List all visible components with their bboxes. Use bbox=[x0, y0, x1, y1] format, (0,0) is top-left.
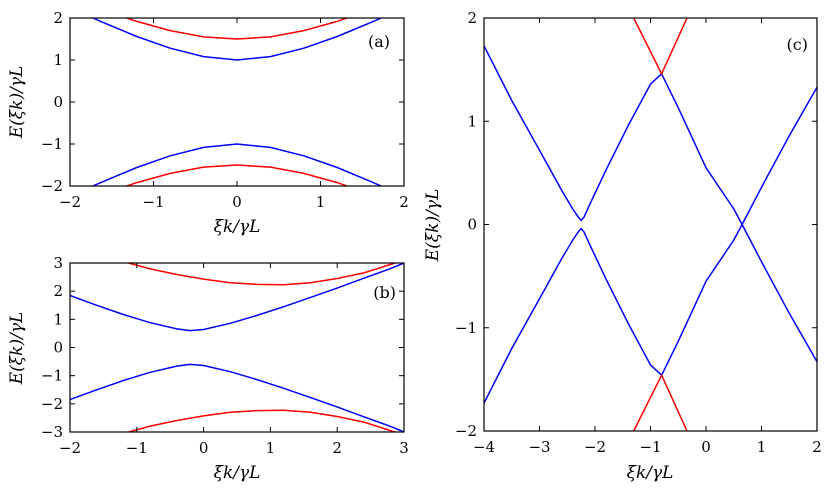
panel-a-xtick-label: −2 bbox=[59, 193, 81, 211]
panel-a-ytick-label: −2 bbox=[41, 177, 63, 195]
panel-c-ytick-label: −2 bbox=[455, 422, 477, 440]
panel-b-curve-2 bbox=[70, 363, 404, 432]
panel-b-tag: (b) bbox=[373, 283, 396, 302]
panel-c-xtick-label: 1 bbox=[757, 438, 767, 456]
panel-c-curve-0 bbox=[484, 45, 663, 222]
panel-c-ticks: −4 −3 −2 −1 0 1 2 −2 −1 0 1 2 bbox=[455, 9, 822, 456]
panel-b-ytick-label: 1 bbox=[53, 310, 63, 328]
panel-b-xtick-label: 3 bbox=[399, 439, 409, 457]
panel-a-xlabel: ξk/γL bbox=[214, 217, 261, 237]
panel-a-frame bbox=[69, 17, 405, 187]
panel-c-ytick-label: 0 bbox=[467, 216, 477, 234]
panel-b-curve-3 bbox=[125, 409, 398, 432]
panel-b-ylabel: E(ξk)/γL bbox=[7, 312, 27, 386]
panel-c-xtick-label: 2 bbox=[812, 438, 822, 456]
panel-b-curve-1 bbox=[70, 263, 404, 332]
panel-b-frame bbox=[69, 262, 405, 433]
panel-b-xtick-label: 2 bbox=[332, 439, 342, 457]
panel-c-ytick-label: 1 bbox=[467, 112, 477, 130]
panel-a-ticks: −2 −1 0 1 2 −2 −1 0 1 2 bbox=[41, 9, 409, 211]
panel-b-xtick-label: 1 bbox=[266, 439, 276, 457]
panel-b-xtick-label: 0 bbox=[199, 439, 209, 457]
panel-c-ytick-label: −1 bbox=[455, 319, 477, 337]
panel-a-curve-2 bbox=[91, 143, 383, 186]
panel-c-frame bbox=[483, 17, 818, 432]
panel-c-curves bbox=[484, 18, 817, 431]
panel-b-xtick-label: −1 bbox=[126, 439, 148, 457]
panel-c-ytick-label: 2 bbox=[467, 9, 477, 27]
panel-a-curve-0 bbox=[124, 18, 350, 40]
panel-a-ytick-label: 2 bbox=[53, 9, 63, 27]
panel-a-xtick-label: 2 bbox=[399, 193, 409, 211]
panel-a-ytick-label: 0 bbox=[53, 93, 63, 111]
panel-c-xtick-label: 0 bbox=[701, 438, 711, 456]
panel-c-curve-2 bbox=[741, 86, 817, 225]
panel-c-ylabel: E(ξk)/γL bbox=[423, 189, 443, 263]
panel-c-xtick-label: −4 bbox=[473, 438, 495, 456]
panel-b-xlabel: ξk/γL bbox=[214, 463, 261, 483]
panel-c-xtick-label: −1 bbox=[639, 438, 661, 456]
panel-a-tag: (a) bbox=[368, 32, 390, 51]
panel-c-tag: (c) bbox=[787, 35, 808, 54]
panel-a-curve-3 bbox=[124, 164, 350, 186]
panel-a-curves bbox=[91, 18, 383, 186]
panel-b-xtick-label: −2 bbox=[59, 439, 81, 457]
panel-c-xtick-label: −3 bbox=[528, 438, 550, 456]
panel-c-curve-5 bbox=[741, 224, 817, 363]
panel-b-ytick-label: 2 bbox=[53, 282, 63, 300]
panel-c-xtick-label: −2 bbox=[584, 438, 606, 456]
panel-b-ytick-label: −2 bbox=[41, 395, 63, 413]
panel-b-curve-0 bbox=[125, 263, 398, 286]
panel-a-ylabel: E(ξk)/γL bbox=[7, 66, 27, 140]
panel-b-ytick-label: 3 bbox=[53, 254, 63, 272]
panel-c: −4 −3 −2 −1 0 1 2 −2 −1 0 1 2 (c) ξk/γL E(ξk)/γL bbox=[423, 9, 822, 483]
panel-c-curve-6 bbox=[632, 18, 688, 75]
panel-c-curve-4 bbox=[660, 224, 743, 376]
panel-b-ytick-label: −1 bbox=[41, 367, 63, 385]
panel-b-curves bbox=[70, 263, 404, 432]
panel-c-curve-1 bbox=[660, 73, 743, 225]
panel-a-xtick-label: 0 bbox=[232, 193, 242, 211]
panel-a-curve-1 bbox=[91, 18, 383, 61]
panel-c-xlabel: ξk/γL bbox=[627, 463, 674, 483]
panel-a-ytick-label: −1 bbox=[41, 135, 63, 153]
panel-b-ytick-label: −3 bbox=[41, 423, 63, 441]
panel-a-ytick-label: 1 bbox=[53, 51, 63, 69]
panel-b-ytick-label: 0 bbox=[53, 339, 63, 357]
panel-a: −2 −1 0 1 2 −2 −1 0 1 2 (a) ξk/γL E(ξk)/γL bbox=[7, 9, 409, 237]
panel-a-xtick-label: 1 bbox=[316, 193, 326, 211]
panel-c-curve-3 bbox=[484, 227, 663, 404]
panel-c-curve-7 bbox=[632, 374, 688, 431]
panel-a-xtick-label: −1 bbox=[142, 193, 164, 211]
